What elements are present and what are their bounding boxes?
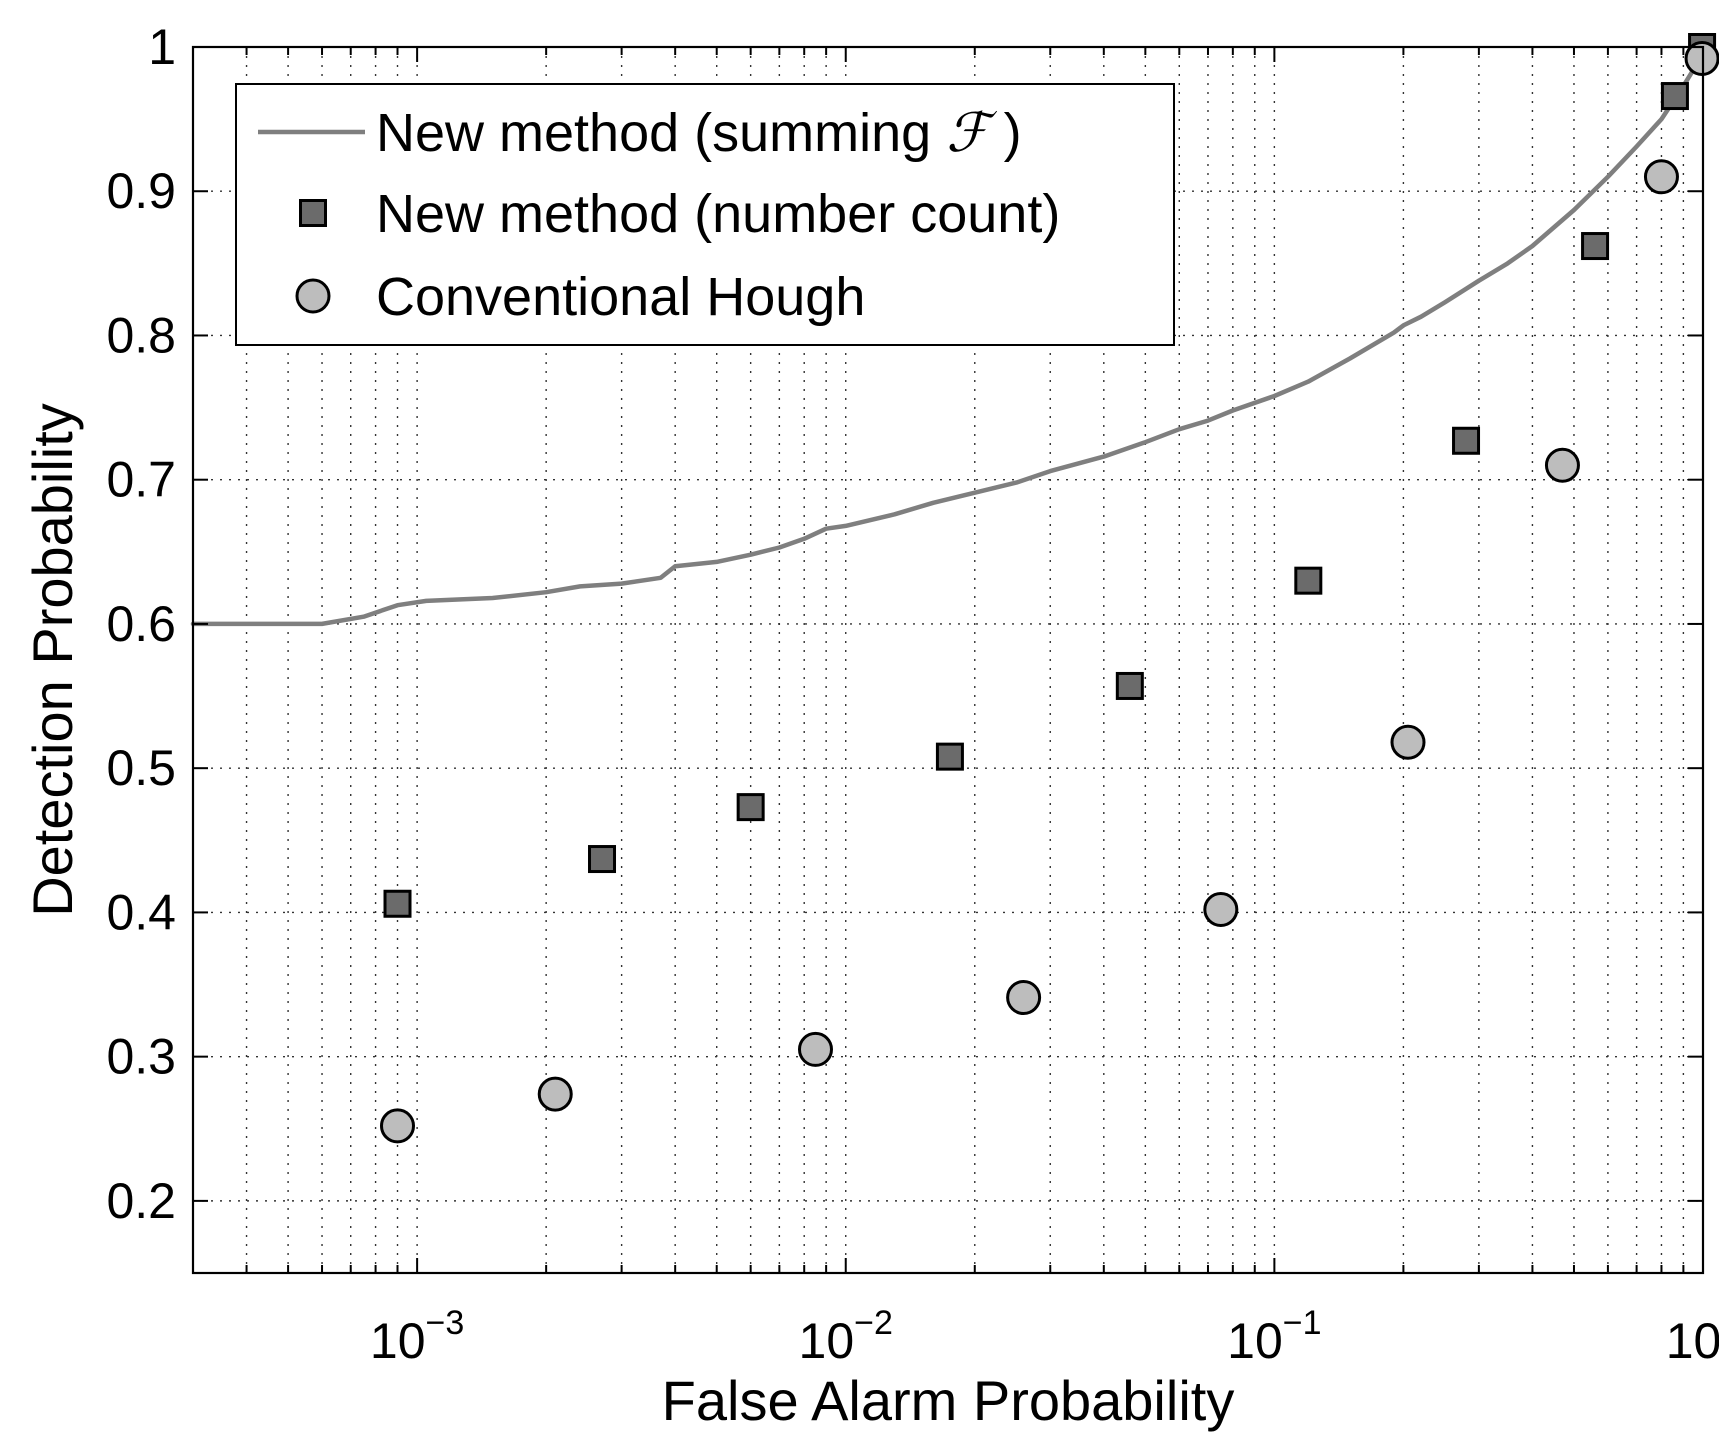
square-marker (1294, 566, 1323, 595)
square-marker (935, 742, 964, 771)
legend: New method (summing ℱ ) New method (numbe… (235, 83, 1175, 346)
x-tick-label: 10−3 (370, 1304, 464, 1369)
y-axis-title: Detection Probability (21, 403, 84, 917)
circle-marker (1544, 447, 1580, 483)
square-marker (383, 889, 412, 918)
series-layer (190, 33, 1719, 1144)
ticks: 10−3 10−2 10−1 100 0.2 0.3 0.4 0.5 0.6 0.7 0.8 0.9 1 (106, 19, 1719, 1369)
y-tick-label: 0.2 (106, 1173, 176, 1229)
legend-label: Conventional Hough (376, 267, 865, 327)
circle-marker (1006, 980, 1042, 1016)
grid (192, 47, 1703, 1273)
square-marker (1115, 671, 1144, 700)
y-tick-label: 0.7 (106, 452, 176, 508)
y-tick-label: 1 (148, 19, 176, 75)
square-marker (588, 845, 617, 874)
x-tick-label: 100 (1666, 1304, 1719, 1369)
circle-marker (537, 1076, 573, 1112)
legend-square-sample (299, 199, 327, 227)
circle-marker (1203, 892, 1239, 928)
circle-marker (1643, 159, 1679, 195)
square-marker (1452, 426, 1481, 455)
x-tick-label: 10−1 (1227, 1304, 1321, 1369)
y-tick-label: 0.9 (106, 163, 176, 219)
square-marker (1660, 82, 1689, 111)
y-tick-label: 0.4 (106, 884, 176, 940)
circle-marker (380, 1108, 416, 1144)
legend-label: New method (number count) (376, 184, 1060, 244)
axes-frame (191, 45, 1705, 1275)
legend-circle-sample (295, 278, 331, 314)
square-marker (1581, 232, 1610, 261)
x-tick-label: 10−2 (799, 1304, 893, 1369)
legend-box (235, 83, 1175, 346)
square-marker (736, 793, 765, 822)
legend-label: New method (summing ℱ ) (376, 101, 1022, 164)
series-line-summing-f (190, 51, 1706, 627)
x-axis-title: False Alarm Probability (662, 1369, 1235, 1432)
circle-marker (797, 1031, 833, 1067)
y-tick-label: 0.8 (106, 307, 176, 363)
y-tick-label: 0.5 (106, 740, 176, 796)
y-tick-label: 0.6 (106, 596, 176, 652)
circle-marker (1390, 724, 1426, 760)
y-tick-label: 0.3 (106, 1029, 176, 1085)
